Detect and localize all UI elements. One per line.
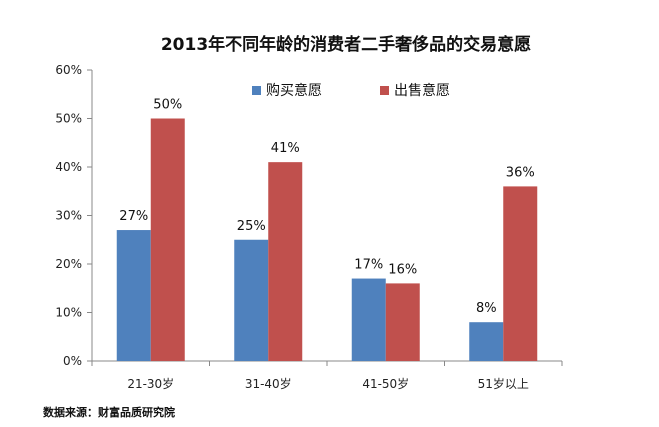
source-note: 数据来源：财富品质研究院 [43, 406, 175, 419]
data-labels: 27% 50% 25% 41% 17% 16% 8% 36% [119, 98, 534, 317]
legend-label: 购买意愿 [266, 82, 322, 99]
axes: 0% 10% 20% 30% 40% 50% 60% 21-30岁 31-40岁 41-50岁 51… [55, 63, 563, 391]
data-label: 16% [388, 262, 417, 277]
bar-sell [503, 186, 538, 361]
data-label: 41% [271, 141, 300, 156]
x-tick-label: 51岁以上 [478, 376, 529, 391]
y-tick-label: 20% [55, 257, 82, 271]
x-tick-label: 31-40岁 [245, 376, 292, 391]
y-tick-label: 60% [55, 63, 82, 77]
data-label: 8% [476, 301, 497, 316]
legend-swatch [380, 86, 389, 95]
bar-sell [150, 118, 185, 361]
legend-label: 出售意愿 [394, 82, 450, 99]
y-tick-label: 0% [63, 354, 82, 368]
bar-buy [116, 230, 151, 361]
data-label: 25% [237, 219, 266, 234]
legend: 购买意愿 出售意愿 [252, 82, 450, 99]
y-tick-label: 10% [55, 306, 82, 320]
bar-buy [234, 239, 269, 361]
x-tick-label: 21-30岁 [127, 376, 174, 391]
data-label: 50% [153, 98, 182, 113]
data-label: 17% [354, 258, 383, 273]
bars [116, 118, 538, 361]
bar-sell [385, 283, 420, 361]
y-tick-label: 40% [55, 160, 82, 174]
chart-title: 2013年不同年龄的消费者二手奢侈品的交易意愿 [161, 34, 531, 55]
data-label: 27% [119, 209, 148, 224]
bar-buy [351, 278, 386, 361]
y-tick-label: 30% [55, 209, 82, 223]
legend-swatch [252, 86, 261, 95]
data-label: 36% [506, 165, 535, 180]
y-tick-label: 50% [55, 112, 82, 126]
bar-buy [469, 322, 504, 361]
x-tick-label: 41-50岁 [362, 376, 409, 391]
bar-sell [268, 162, 303, 361]
